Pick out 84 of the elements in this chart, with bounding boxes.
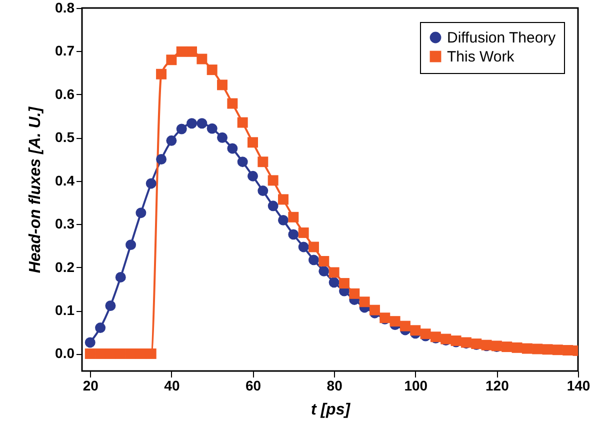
point [298, 242, 309, 252]
point [146, 178, 156, 189]
point [308, 242, 319, 252]
point [268, 175, 278, 186]
y-axis-title: Head-on fluxes [A. U.] [27, 106, 44, 274]
point [105, 300, 116, 311]
point [166, 54, 177, 66]
y-tick-label: 0.1 [55, 302, 75, 318]
point [288, 229, 299, 240]
legend-label: This Work [447, 48, 515, 66]
point [115, 272, 126, 282]
point [308, 254, 319, 266]
point [248, 137, 258, 148]
point [400, 320, 410, 332]
point [126, 348, 136, 359]
y-tick-label: 0.8 [55, 0, 75, 16]
point [248, 170, 258, 182]
point [338, 278, 350, 289]
point [328, 267, 340, 278]
point [318, 266, 330, 276]
y-tick-label: 0.6 [55, 86, 75, 102]
point [126, 240, 136, 250]
point [258, 156, 268, 168]
point [146, 348, 156, 359]
point [115, 348, 126, 359]
point [552, 344, 563, 356]
x-tick-label: 40 [164, 378, 180, 394]
x-tick-label: 140 [566, 378, 590, 394]
point [258, 186, 268, 196]
point [105, 348, 116, 359]
point [278, 214, 288, 226]
point [217, 80, 228, 90]
point [166, 135, 177, 146]
y-tick-label: 0.3 [55, 216, 75, 232]
point [532, 344, 543, 354]
point [156, 68, 167, 80]
point [227, 98, 238, 109]
point [502, 342, 512, 352]
point [542, 344, 553, 355]
point [136, 348, 146, 359]
point [237, 117, 248, 128]
point [95, 322, 106, 334]
point [84, 348, 96, 359]
point [186, 46, 198, 57]
x-tick-label: 20 [82, 378, 99, 394]
point [196, 118, 208, 129]
point [206, 64, 218, 76]
point [176, 46, 187, 57]
point [522, 343, 532, 354]
point [390, 316, 400, 327]
point [318, 256, 330, 266]
point [237, 156, 248, 168]
point [512, 342, 522, 353]
point [349, 288, 360, 299]
point [268, 200, 278, 212]
x-tick-label: 60 [245, 378, 262, 394]
point [359, 296, 370, 308]
x-tick-label: 80 [326, 378, 343, 394]
y-tick-label: 0.4 [55, 172, 75, 188]
x-axis-title: t [ps] [310, 402, 351, 418]
y-tick-label: 0.2 [55, 258, 75, 275]
point [227, 143, 238, 154]
point [156, 154, 167, 164]
x-tick-label: 100 [404, 378, 428, 394]
point [328, 277, 340, 288]
point [410, 325, 421, 336]
point [278, 194, 288, 205]
point [369, 304, 380, 316]
point [95, 348, 106, 359]
point [136, 208, 146, 218]
y-tick-label: 0.0 [55, 345, 75, 362]
point [288, 212, 299, 222]
point [562, 345, 574, 356]
y-tick-label: 0.5 [55, 129, 75, 146]
point [84, 337, 96, 348]
point [298, 227, 309, 238]
point [206, 123, 218, 134]
point [176, 124, 187, 134]
y-tick-label: 0.7 [55, 42, 75, 59]
x-tick-label: 120 [486, 378, 510, 394]
legend-label: Diffusion Theory [447, 30, 556, 46]
point [217, 132, 228, 143]
point [196, 54, 208, 64]
point [186, 118, 198, 129]
